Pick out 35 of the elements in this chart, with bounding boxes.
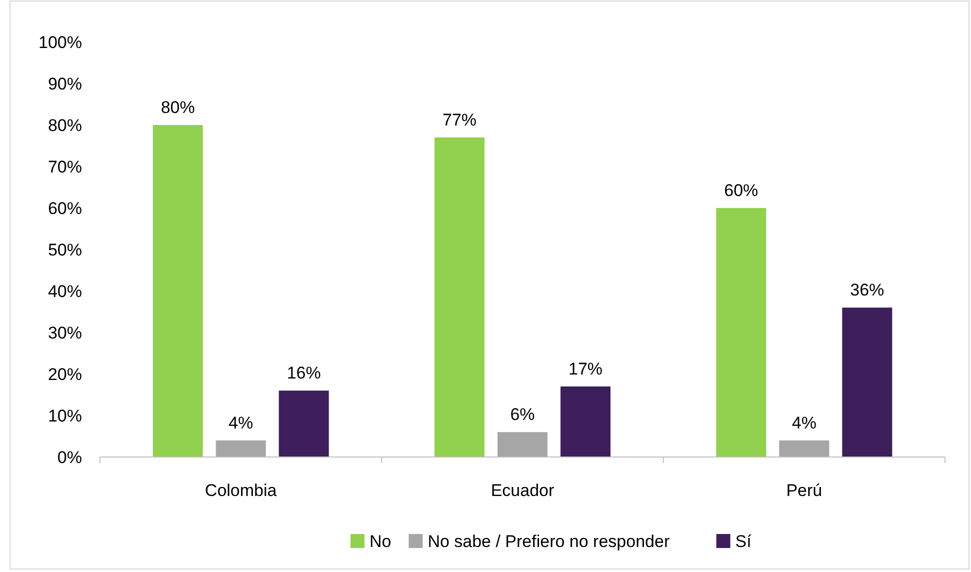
legend-label: No sabe / Prefiero no responder (428, 532, 670, 551)
y-tick-label: 80% (48, 116, 82, 135)
data-label: 17% (568, 359, 603, 378)
data-label: 16% (286, 364, 321, 383)
y-tick-label: 30% (48, 323, 82, 342)
y-tick-label: 70% (48, 157, 82, 176)
bar (434, 137, 484, 457)
y-tick-label: 100% (38, 32, 82, 52)
data-label: 60% (724, 181, 758, 200)
y-tick-label: 10% (48, 406, 82, 426)
y-tick-label: 60% (48, 198, 82, 218)
bar (216, 440, 266, 457)
y-tick-label: 0% (57, 448, 82, 467)
data-label: 77% (442, 110, 477, 130)
legend-label: No (370, 532, 392, 551)
bar (560, 386, 610, 457)
bar (278, 390, 329, 457)
data-label: 4% (792, 413, 816, 432)
bar (152, 125, 203, 457)
x-tick-label: Colombia (204, 481, 278, 500)
bar (498, 432, 548, 457)
data-label: 6% (510, 405, 535, 424)
x-tick-label: Ecuador (490, 481, 554, 500)
y-tick-label: 20% (48, 364, 82, 384)
y-tick-label: 90% (48, 74, 82, 94)
bar (779, 440, 830, 457)
bar (716, 208, 766, 457)
bar (842, 308, 892, 457)
y-tick-label: 40% (48, 282, 82, 301)
data-label: 80% (160, 98, 195, 117)
y-tick-label: 50% (48, 240, 82, 260)
data-label: 36% (850, 280, 884, 300)
data-label: 4% (228, 413, 254, 432)
legend-label: Sí (735, 532, 752, 551)
x-tick-label: Perú (786, 481, 822, 500)
